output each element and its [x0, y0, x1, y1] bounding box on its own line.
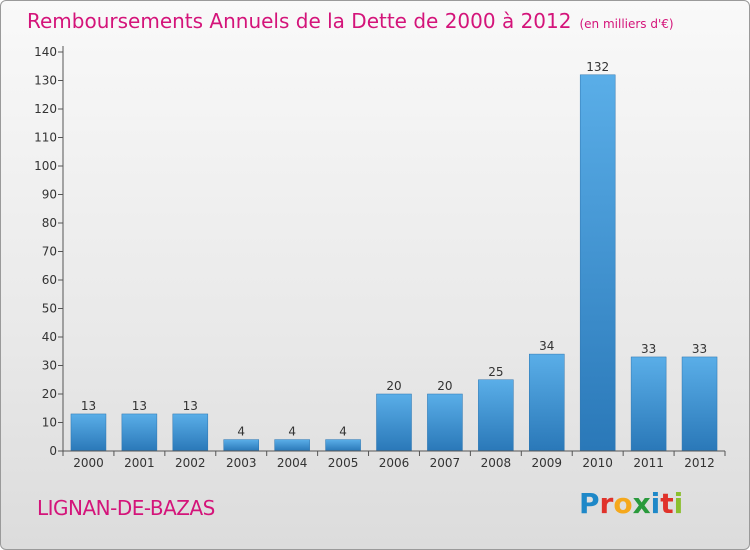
title-line: Remboursements Annuels de la Dette de 20…	[27, 9, 674, 33]
bar	[376, 393, 412, 452]
bars: 13 13 13 4 4 4 20 20 25 34 132 33 33	[70, 60, 718, 452]
y-tick-label: 20	[42, 387, 57, 401]
x-tick-label: 2003	[226, 456, 257, 470]
bar	[121, 413, 158, 452]
x-tick-label: 2006	[379, 456, 410, 470]
bar	[427, 393, 463, 452]
x-axis: 2000 2001 2002 2003 2004 2005 2006 2007 2008 2009…	[62, 450, 726, 470]
bar	[223, 439, 259, 452]
logo-letter: x	[632, 487, 651, 520]
data-label: 13	[81, 399, 96, 413]
bar	[579, 74, 616, 452]
y-tick-label: 140	[34, 45, 57, 59]
bar	[325, 439, 361, 452]
x-tick-label: 2008	[481, 456, 512, 470]
data-label: 4	[339, 425, 347, 439]
proxiti-logo: Proxiti	[579, 487, 683, 520]
x-tick-label: 2000	[73, 456, 104, 470]
x-tick-label: 2011	[633, 456, 664, 470]
x-tick-label: 2005	[328, 456, 359, 470]
data-label: 20	[437, 379, 452, 393]
chart-subtitle: (en milliers d'€)	[579, 17, 674, 31]
data-label: 4	[237, 425, 245, 439]
bar	[70, 413, 107, 452]
x-tick-label: 2004	[277, 456, 308, 470]
logo-letter: i	[650, 487, 661, 520]
y-tick-label: 10	[42, 416, 57, 430]
y-tick-label: 50	[42, 302, 57, 316]
bar	[274, 439, 310, 452]
y-tick-label: 0	[49, 444, 57, 458]
bar	[529, 353, 565, 452]
x-tick-label: 2009	[531, 456, 562, 470]
logo-letter: t	[660, 487, 674, 520]
y-tick-label: 100	[34, 159, 57, 173]
y-tick-label: 40	[42, 330, 57, 344]
y-tick-label: 90	[42, 188, 57, 202]
bar	[681, 356, 718, 452]
commune-name: LIGNAN-DE-BAZAS	[37, 496, 215, 520]
y-tick-label: 80	[42, 216, 57, 230]
logo-letter: o	[613, 487, 633, 520]
x-tick-label: 2007	[430, 456, 461, 470]
bar	[630, 356, 667, 452]
x-tick-label: 2002	[175, 456, 206, 470]
y-tick-label: 30	[42, 359, 57, 373]
data-label: 34	[539, 339, 554, 353]
data-label: 13	[132, 399, 147, 413]
data-label: 4	[288, 425, 296, 439]
data-label: 20	[386, 379, 401, 393]
data-label: 132	[586, 60, 609, 74]
data-label: 13	[183, 399, 198, 413]
y-tick-label: 60	[42, 273, 57, 287]
y-tick-label: 130	[34, 74, 57, 88]
bar	[172, 413, 209, 452]
logo-letter: P	[579, 487, 600, 520]
chart-title: Remboursements Annuels de la Dette de 20…	[27, 9, 572, 33]
data-label: 33	[692, 342, 707, 356]
y-tick-label: 70	[42, 245, 57, 259]
bar	[478, 379, 514, 452]
x-tick-label: 2010	[582, 456, 613, 470]
logo-letter: r	[599, 487, 614, 520]
y-tick-label: 110	[34, 131, 57, 145]
x-tick-label: 2001	[124, 456, 155, 470]
x-tick-label: 2012	[684, 456, 715, 470]
data-label: 33	[641, 342, 656, 356]
logo-letter: i	[673, 487, 684, 520]
y-tick-label: 120	[34, 102, 57, 116]
y-axis: 0 10 20 30 40 50 60 70 80 90 100 110 120 130 140	[34, 45, 64, 458]
data-label: 25	[488, 365, 503, 379]
